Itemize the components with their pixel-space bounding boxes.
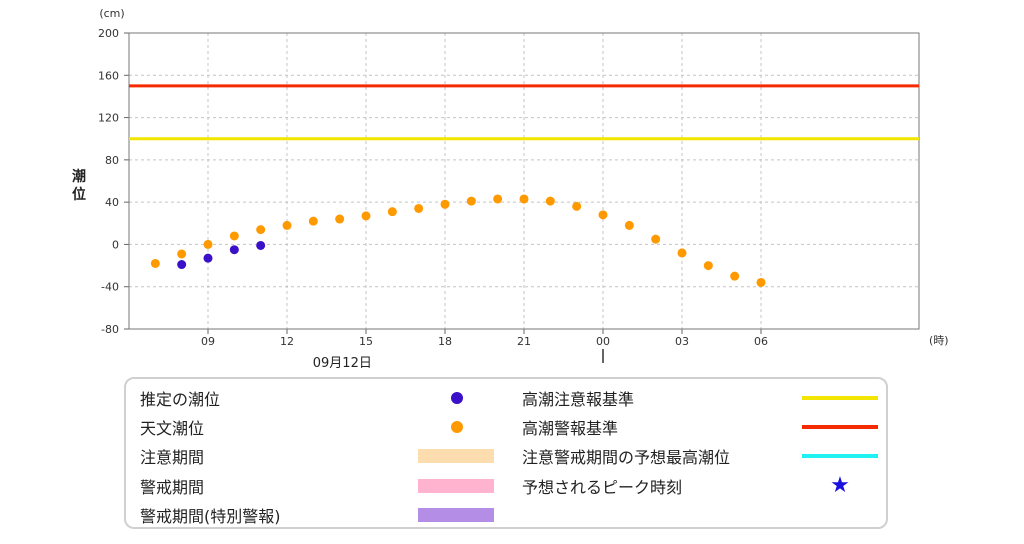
- data-point: [150, 258, 160, 268]
- data-point: [203, 239, 213, 249]
- legend-item-special-warning-period: 警戒期間(特別警報): [140, 500, 281, 530]
- data-point: [545, 196, 555, 206]
- x-tick-label: 12: [280, 335, 294, 348]
- data-point: [203, 253, 213, 263]
- legend-item-astronomical: 天文潮位: [140, 412, 204, 442]
- legend-band-special-warning-period: [418, 508, 494, 522]
- threshold-lines: [129, 84, 919, 141]
- legend-label-warning-standard: 高潮警報基準: [522, 419, 619, 438]
- y-unit-label: (cm): [99, 7, 124, 20]
- y-tick-label: 160: [98, 69, 119, 82]
- legend-item-warning-period: 警戒期間: [140, 471, 204, 501]
- y-axis-title: 潮: [72, 168, 86, 185]
- legend-label-caution-period: 注意期間: [140, 448, 205, 467]
- y-tick-label: -80: [101, 323, 119, 336]
- data-point: [256, 240, 266, 250]
- y-axis-title: 位: [72, 186, 86, 203]
- data-point: [466, 196, 476, 206]
- data-point: [572, 201, 582, 211]
- legend-line-max-tide: [802, 454, 878, 458]
- data-point: [493, 194, 503, 204]
- legend-item-max-tide: 注意警戒期間の予想最高潮位: [522, 441, 730, 471]
- axis-labels: -80 -40 0 40 80 120 160 200 09 12 15 18 21 00 03 06 (cm)…: [72, 7, 949, 371]
- x-tick-label: 06: [754, 335, 768, 348]
- legend-item-warning-standard: 高潮警報基準: [522, 412, 618, 442]
- data-point: [361, 211, 371, 221]
- data-point: [256, 225, 266, 235]
- y-tick-label: -40: [101, 281, 119, 294]
- x-tick-label: 21: [517, 335, 531, 348]
- legend-label-special-warning-period: 警戒期間(特別警報): [140, 507, 281, 526]
- data-point: [730, 271, 740, 281]
- grid: [129, 33, 919, 329]
- x-tick-label: 15: [359, 335, 373, 348]
- y-tick-label: 0: [112, 238, 119, 251]
- data-point: [651, 234, 661, 244]
- legend-item-caution-period: 注意期間: [140, 441, 204, 471]
- data-point: [703, 261, 713, 271]
- data-points: [150, 194, 766, 287]
- data-point: [177, 249, 187, 259]
- data-point: [440, 199, 450, 209]
- legend: 推定の潮位 天文潮位 注意期間 警戒期間 警戒期間(特別警報) 高潮注意報基準 …: [124, 377, 888, 529]
- axes: [124, 32, 920, 363]
- legend-band-caution-period: [418, 449, 494, 463]
- legend-item-estimated: 推定の潮位: [140, 383, 220, 413]
- tide-chart: -80 -40 0 40 80 120 160 200 09 12 15 18 21 00 03 06 (cm)…: [72, 7, 949, 371]
- data-point: [387, 207, 397, 217]
- data-point: [177, 260, 187, 270]
- data-point: [414, 203, 424, 213]
- data-point: [229, 231, 239, 241]
- data-point: [677, 248, 687, 258]
- x-tick-label: 09: [201, 335, 215, 348]
- y-tick-label: 80: [105, 154, 119, 167]
- x-tick-label: 03: [675, 335, 689, 348]
- data-point: [282, 220, 292, 230]
- y-tick-label: 40: [105, 196, 119, 209]
- y-tick-label: 200: [98, 27, 119, 40]
- data-point: [519, 194, 529, 204]
- legend-label-max-tide: 注意警戒期間の予想最高潮位: [522, 448, 731, 467]
- y-tick-label: 120: [98, 112, 119, 125]
- data-point: [308, 216, 318, 226]
- x-tick-label: 18: [438, 335, 452, 348]
- legend-label-peak-time: 予想されるピーク時刻: [522, 478, 683, 497]
- legend-item-caution-standard: 高潮注意報基準: [522, 383, 634, 413]
- legend-label-caution-standard: 高潮注意報基準: [522, 390, 635, 409]
- legend-line-caution-standard: [802, 396, 878, 400]
- date-label: 09月12日: [313, 356, 372, 371]
- legend-band-warning-period: [418, 479, 494, 493]
- x-unit-label: (時): [929, 334, 949, 347]
- legend-line-warning-standard: [802, 425, 878, 429]
- data-point: [335, 214, 345, 224]
- x-tick-label: 00: [596, 335, 610, 348]
- data-point: [756, 277, 766, 287]
- legend-label-astronomical: 天文潮位: [140, 419, 205, 438]
- legend-label-warning-period: 警戒期間: [140, 478, 205, 497]
- legend-item-peak-time: 予想されるピーク時刻: [522, 471, 682, 501]
- star-icon: ★: [830, 473, 850, 498]
- data-point: [229, 245, 239, 255]
- plot-frame: [128, 32, 920, 330]
- legend-dot-astronomical: [451, 421, 463, 433]
- data-point: [624, 220, 634, 230]
- legend-label-estimated: 推定の潮位: [140, 390, 221, 409]
- data-point: [598, 210, 608, 220]
- legend-dot-estimated: [451, 392, 463, 404]
